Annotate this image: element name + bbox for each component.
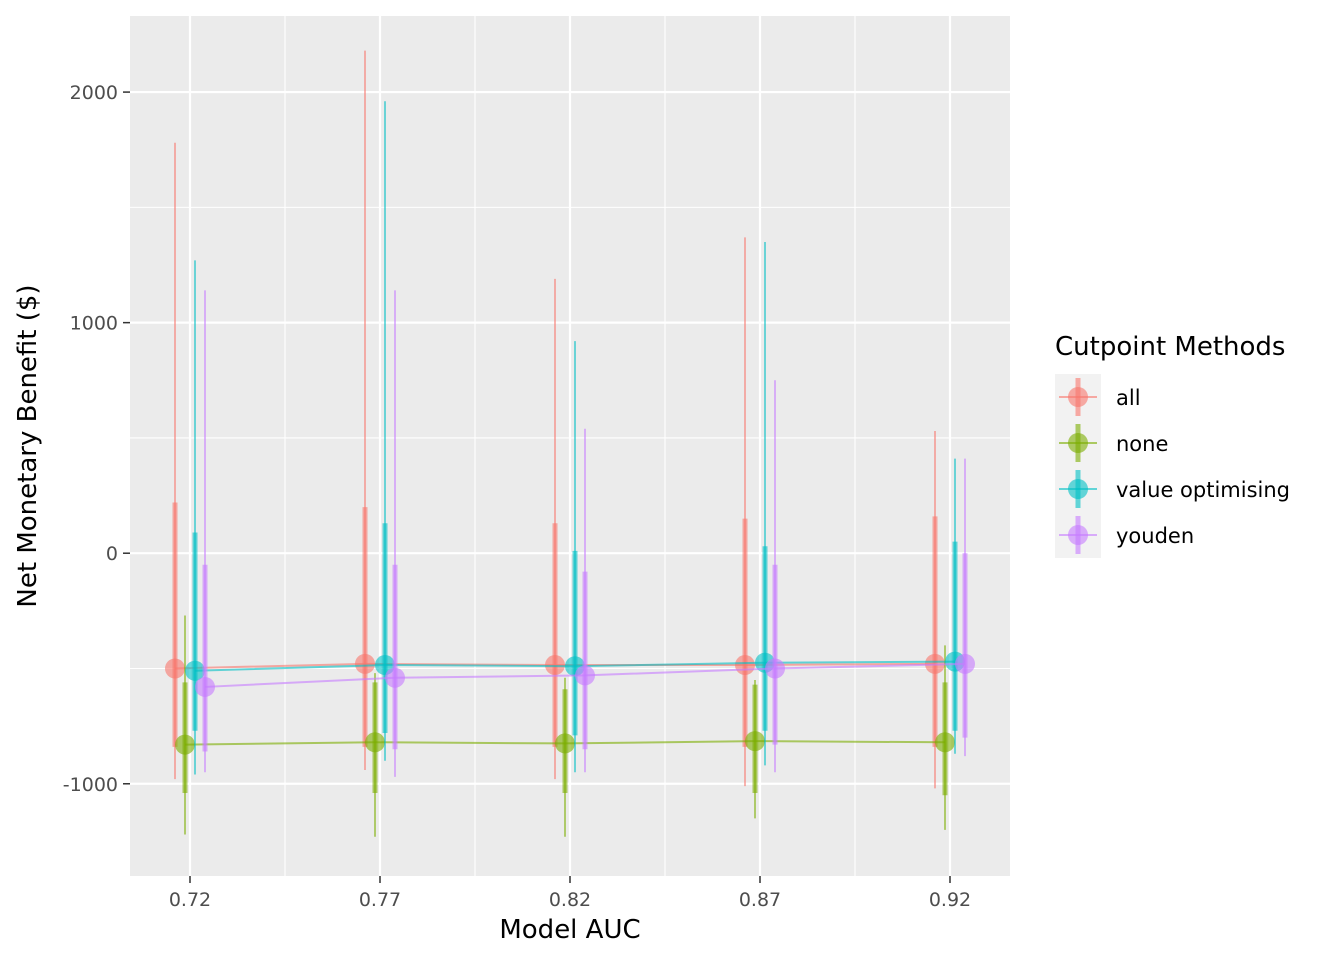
legend-title: Cutpoint Methods	[1055, 332, 1285, 362]
y-tick-label: -1000	[63, 774, 118, 796]
median-point	[955, 653, 975, 674]
median-point	[735, 655, 755, 676]
x-tick-label: 0.87	[739, 889, 781, 911]
median-point	[175, 734, 195, 755]
median-point	[935, 732, 955, 753]
median-point	[745, 731, 765, 752]
median-point	[545, 655, 565, 676]
legend-label: value optimising	[1116, 478, 1290, 502]
legend-key-point	[1068, 387, 1088, 407]
series-none	[175, 615, 955, 837]
legend: Cutpoint Methods all none value optimising…	[1055, 332, 1290, 558]
legend-label: none	[1116, 432, 1168, 456]
median-point	[575, 665, 595, 686]
legend-items: all none value optimising youden	[1055, 374, 1290, 558]
legend-key-point	[1068, 525, 1088, 545]
median-point	[355, 653, 375, 674]
y-tick-label: 0	[106, 543, 118, 565]
axis-layer: -1000 0 1000 2000 0.72 0.77 0.82 0.87 0.92	[63, 82, 971, 911]
median-point	[765, 658, 785, 679]
grid-major	[130, 16, 1010, 876]
series-layer	[165, 50, 975, 837]
x-tick-label: 0.77	[359, 889, 401, 911]
x-axis-title: Model AUC	[499, 915, 640, 945]
series-value-optimising	[185, 101, 965, 775]
legend-item-all: all	[1055, 374, 1141, 420]
median-point	[195, 676, 215, 697]
median-point	[385, 667, 405, 688]
y-axis-title: Net Monetary Benefit ($)	[13, 284, 43, 607]
y-tick-label: 2000	[70, 82, 118, 104]
x-tick-label: 0.92	[929, 889, 971, 911]
legend-item-value-optimising: value optimising	[1055, 466, 1290, 512]
series-all	[165, 50, 945, 789]
legend-label: all	[1116, 386, 1141, 410]
legend-key-point	[1068, 433, 1088, 453]
x-tick-label: 0.82	[549, 889, 591, 911]
median-point	[555, 733, 575, 754]
legend-key-point	[1068, 479, 1088, 499]
median-point	[365, 732, 385, 753]
legend-item-none: none	[1055, 420, 1168, 466]
x-tick-label: 0.72	[169, 889, 211, 911]
median-point	[185, 660, 205, 681]
y-tick-label: 1000	[70, 313, 118, 335]
median-point	[165, 658, 185, 679]
legend-item-youden: youden	[1055, 512, 1194, 558]
series-youden	[195, 290, 975, 777]
legend-label: youden	[1116, 524, 1194, 548]
